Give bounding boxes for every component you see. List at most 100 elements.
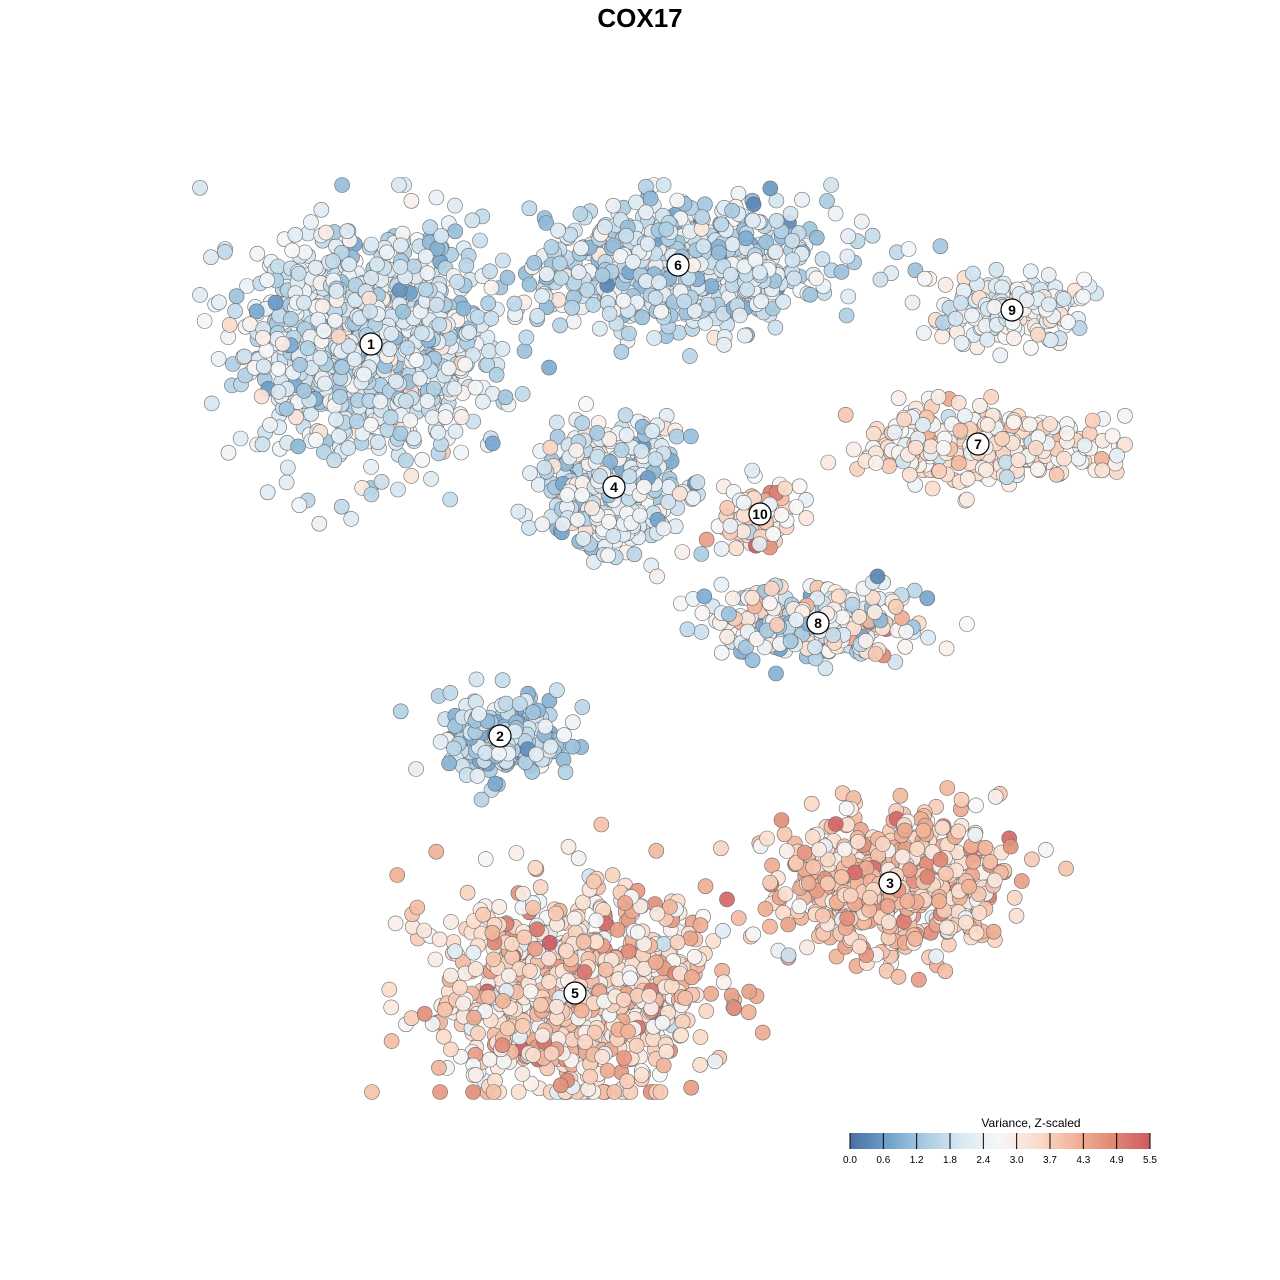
cell-point [442,967,459,984]
cell-point [391,177,407,193]
cell-point [494,1037,511,1053]
cell-point [697,878,714,895]
cell-point [558,943,575,959]
cell-point [811,841,827,858]
cell-point [392,425,409,442]
cell-point [730,185,747,202]
cell-point [715,974,732,991]
cell-point [814,251,831,268]
cell-point [931,463,948,479]
cell-point [283,311,299,327]
cell-point [932,238,949,254]
legend-colorbar [850,1133,1150,1149]
cell-point [724,202,740,219]
cell-point [192,287,208,303]
cell-point [616,1050,632,1066]
cell-point [521,519,537,536]
cell-point [515,885,531,902]
cell-point [716,336,732,353]
cell-point [896,411,913,428]
cell-point [259,272,276,289]
cluster-label-9: 9 [1000,298,1024,322]
legend-tick-label: 0.0 [843,1155,857,1166]
cluster-label-6: 6 [666,253,690,277]
cell-point [325,253,341,269]
cell-point [655,936,672,952]
cell-point [564,714,581,731]
cell-point [719,628,736,645]
cell-point [470,309,486,325]
cell-point [864,227,881,244]
cell-point [741,983,758,1000]
cell-point [615,991,632,1008]
cell-points [192,177,1133,1100]
cell-point [270,383,287,400]
cell-point [484,435,501,452]
cell-point [582,1068,598,1085]
cell-point [474,393,491,410]
cell-point [649,568,665,585]
cell-point [253,388,270,405]
cell-point [978,462,994,478]
cluster-label-8: 8 [806,611,830,635]
cell-point [499,269,516,286]
cell-point [928,948,945,965]
cell-point [768,213,785,229]
cell-point [1056,291,1072,307]
cell-point [430,424,446,441]
cell-point [427,951,444,968]
cell-point [296,294,312,311]
cell-point [838,307,855,324]
cell-point [356,366,372,383]
cell-point [958,914,974,931]
cell-point [888,598,904,615]
cell-point [1076,437,1093,454]
cell-point [605,197,622,214]
cell-point [937,865,954,882]
cell-point [343,511,360,527]
cell-point [529,308,546,324]
cell-point [458,257,475,274]
cell-point [791,898,808,915]
cell-point [982,853,999,870]
cell-point [700,296,717,313]
cluster-label-7: 7 [966,432,990,456]
cell-point [1028,440,1044,456]
cell-point [494,341,511,357]
cell-point [778,843,795,859]
cell-point [900,241,917,257]
cell-point [597,219,613,235]
cell-point [534,516,551,533]
cell-point [622,970,638,987]
cell-point [668,428,685,445]
cell-point [442,685,459,701]
cell-point [578,396,594,412]
cell-point [284,242,301,259]
cell-point [442,491,459,508]
cell-point [585,297,602,313]
cell-point [803,795,820,812]
cell-point [453,444,470,461]
cell-point [1024,851,1040,868]
cell-point [625,254,641,270]
cell-point [906,582,923,599]
cell-point [432,1084,448,1100]
cell-point [744,652,761,669]
cell-point [203,249,219,266]
cell-point [839,910,856,927]
cell-point [605,528,622,544]
cell-point [601,513,617,530]
cell-point [713,576,730,593]
cell-point [495,993,511,1009]
cell-point [819,193,835,209]
cell-point [842,887,859,904]
cell-point [455,300,472,317]
cell-point [270,361,287,377]
cell-point [220,444,237,461]
cell-point [775,293,792,310]
cell-point [847,864,863,881]
cell-point [617,895,633,911]
cell-point [332,388,348,405]
cell-point [1048,466,1065,483]
cell-point [534,288,550,304]
